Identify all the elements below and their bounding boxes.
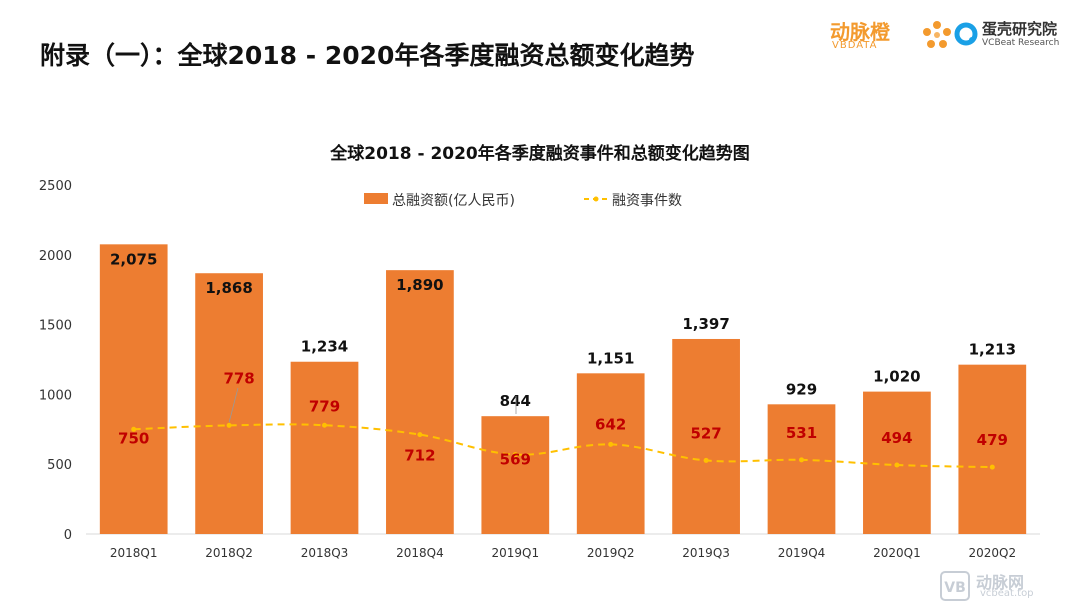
y-axis: 0 500 1000 1500 2000 2500 xyxy=(39,179,72,543)
bar-value-label: 2,075 xyxy=(110,250,157,268)
line-point xyxy=(131,426,137,432)
data-labels: 2,075 1,868 1,234 1,890 844 1,151 1,397 929 1,02… xyxy=(110,250,1016,468)
bar xyxy=(767,404,836,534)
bar xyxy=(958,364,1027,534)
vb-watermark-icon: VB xyxy=(940,571,970,601)
bar xyxy=(386,270,454,534)
line-point xyxy=(608,441,614,447)
vbdata-logo: 动脉橙 VBDATA xyxy=(830,16,952,56)
line-value-label: 750 xyxy=(118,429,149,447)
bar xyxy=(576,373,645,534)
x-tick-label: 2018Q3 xyxy=(301,546,349,560)
bar xyxy=(481,416,550,534)
y-tick-label: 500 xyxy=(47,458,72,473)
vcbeat-ring-icon xyxy=(954,22,978,46)
watermark: VB 动脉网 vcbeat.top xyxy=(940,569,1070,603)
bar-value-label: 1,397 xyxy=(682,315,729,333)
bar-value-label: 1,020 xyxy=(873,368,920,386)
bar-value-label: 1,213 xyxy=(969,341,1016,359)
line-point xyxy=(512,452,518,458)
bar xyxy=(290,361,359,534)
line-value-label: 479 xyxy=(977,431,1008,449)
y-tick-label: 2000 xyxy=(39,249,72,264)
y-tick-label: 1000 xyxy=(39,388,72,403)
x-tick-label: 2018Q1 xyxy=(110,546,158,560)
svg-text:VB: VB xyxy=(944,580,966,596)
y-tick-label: 1500 xyxy=(39,319,72,334)
label-leader-line xyxy=(228,387,239,423)
chart-title: 全球2018 - 2020年各季度融资事件和总额变化趋势图 xyxy=(329,143,750,164)
line-value-label: 494 xyxy=(881,429,912,447)
bar-series xyxy=(99,244,1027,534)
x-tick-label: 2019Q3 xyxy=(682,546,730,560)
bar-value-label: 929 xyxy=(786,380,817,398)
vbdata-logo-cn: 动脉橙 xyxy=(830,20,890,44)
line-series-path xyxy=(133,423,993,469)
watermark-en: vcbeat.top xyxy=(980,588,1034,599)
vbdata-flower-icon xyxy=(923,21,951,48)
y-tick-label: 0 xyxy=(64,528,72,543)
line-value-label: 778 xyxy=(223,369,254,387)
line-point xyxy=(703,457,709,463)
bar xyxy=(99,244,168,534)
x-tick-label: 2020Q2 xyxy=(968,546,1016,560)
y-tick-label: 2500 xyxy=(39,179,72,194)
line-value-label: 531 xyxy=(786,424,817,442)
line-value-label: 642 xyxy=(595,415,626,433)
legend-bar-label: 总融资额(亿人民币) xyxy=(392,193,515,209)
legend-line-label: 融资事件数 xyxy=(612,193,682,209)
line-series xyxy=(131,422,995,470)
line-point xyxy=(226,422,232,428)
line-value-label: 527 xyxy=(690,424,721,442)
line-value-label: 779 xyxy=(309,397,340,415)
line-value-label: 569 xyxy=(500,451,531,469)
x-tick-label: 2018Q4 xyxy=(396,546,444,560)
x-tick-label: 2019Q4 xyxy=(778,546,826,560)
x-tick-label: 2020Q1 xyxy=(873,546,921,560)
x-tick-label: 2018Q2 xyxy=(205,546,253,560)
x-axis: 2018Q1 2018Q2 2018Q3 2018Q4 2019Q1 2019Q2 2019… xyxy=(86,533,1040,560)
line-point xyxy=(417,432,423,438)
bar xyxy=(195,273,263,534)
legend-line-marker xyxy=(593,196,599,202)
bar-value-label: 1,890 xyxy=(396,276,443,294)
legend-bar-swatch xyxy=(364,193,388,204)
vcbeat-logo: 蛋壳研究院 VCBeat Research xyxy=(954,18,1074,58)
line-value-label: 712 xyxy=(404,447,435,465)
bar-value-label: 1,151 xyxy=(587,349,634,367)
line-point xyxy=(989,464,995,470)
bar-value-label: 1,868 xyxy=(205,279,252,297)
bar-value-label: 844 xyxy=(500,392,531,410)
bar xyxy=(672,338,740,534)
line-point xyxy=(799,457,804,463)
bar-value-label: 1,234 xyxy=(301,338,348,356)
vcbeat-logo-cn: 蛋壳研究院 xyxy=(982,20,1058,38)
x-tick-label: 2019Q1 xyxy=(491,546,539,560)
vcbeat-logo-en: VCBeat Research xyxy=(982,38,1060,48)
chart-legend: 总融资额(亿人民币) 融资事件数 xyxy=(364,193,682,209)
line-point xyxy=(894,462,900,468)
watermark-cn: 动脉网 xyxy=(976,573,1025,592)
x-tick-label: 2019Q2 xyxy=(587,546,635,560)
page-title: 附录（一）：全球2018 - 2020年各季度融资总额变化趋势 xyxy=(40,41,695,70)
line-point xyxy=(322,422,327,428)
vbdata-logo-en: VBDATA xyxy=(832,40,878,51)
